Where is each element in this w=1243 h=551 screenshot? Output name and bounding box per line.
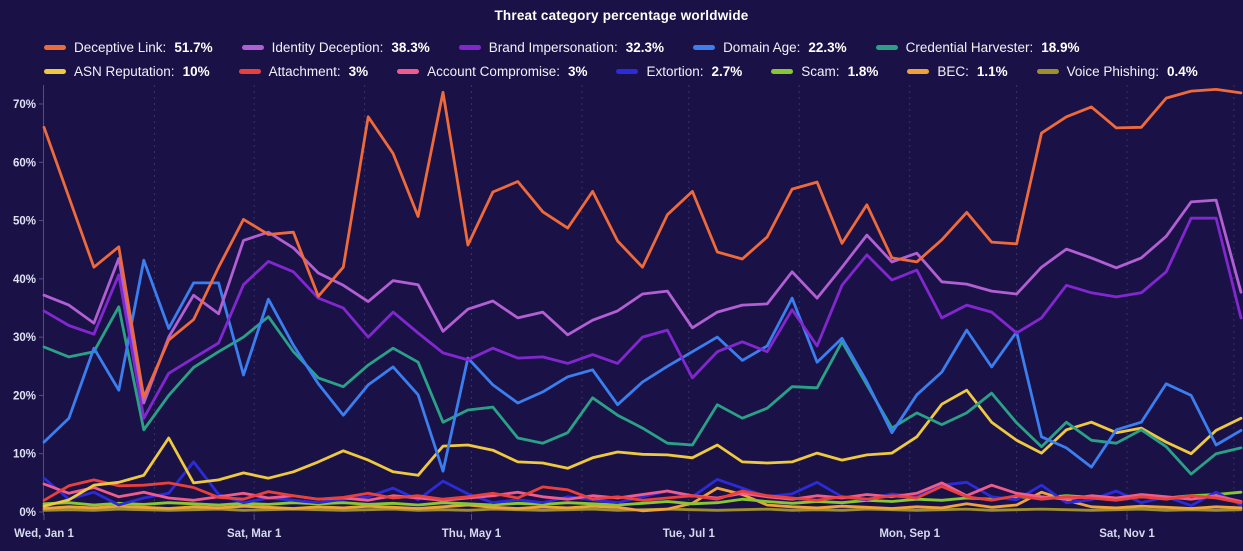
- legend-value: 3%: [348, 63, 369, 79]
- x-axis: Wed, Jan 1 Sat, Mar 1 Thu, May 1 Tue, Jul 1…: [14, 514, 1155, 540]
- series-line-brand-impersonation: [42, 216, 1243, 420]
- series-line-domain-age: [42, 258, 1243, 473]
- legend-label: ASN Reputation:: [74, 63, 175, 79]
- series-line-identity-deception: [42, 198, 1243, 405]
- legend-item-scam[interactable]: Scam: 1.8%: [771, 64, 878, 79]
- legend-label: BEC:: [937, 63, 969, 79]
- y-tick-label: 10%: [13, 449, 36, 461]
- legend-label: Identity Deception:: [271, 39, 384, 55]
- legend-swatch-icon: [875, 44, 898, 50]
- legend-swatch-icon: [238, 68, 261, 74]
- legend-item-brand-impersonation[interactable]: Brand Impersonation: 32.3%: [458, 39, 665, 55]
- legend-label: Voice Phishing:: [1066, 63, 1159, 79]
- legend-value: 10%: [182, 63, 210, 79]
- legend-label: Account Compromise:: [427, 63, 560, 79]
- legend-item-asn-reputation[interactable]: ASN Reputation: 10%: [44, 64, 210, 79]
- series-line-account-compromise: [42, 481, 1243, 503]
- legend-value: 51.7%: [174, 39, 213, 55]
- legend-row-2: ASN Reputation: 10% Attachment: 3% Account…: [44, 60, 1233, 82]
- legend-item-identity-deception[interactable]: Identity Deception: 38.3%: [241, 39, 430, 55]
- legend-swatch-icon: [44, 44, 66, 50]
- legend-label: Attachment:: [268, 63, 341, 79]
- legend-value: 1.1%: [976, 63, 1008, 79]
- legend-item-deceptive-link[interactable]: Deceptive Link: 51.7%: [44, 40, 213, 55]
- legend-item-attachment[interactable]: Attachment: 3%: [238, 63, 369, 79]
- legend-swatch-icon: [693, 44, 716, 50]
- x-tick-label: Tue, Jul 1: [663, 528, 716, 540]
- legend-item-bec[interactable]: BEC: 1.1%: [907, 63, 1008, 79]
- legend-item-account-compromise[interactable]: Account Compromise: 3%: [397, 64, 587, 79]
- legend-value: 18.9%: [1041, 39, 1080, 55]
- y-tick-label: 70%: [13, 99, 36, 111]
- legend-swatch-icon: [458, 44, 481, 50]
- x-tick-label: Sat, Nov 1: [1099, 528, 1155, 540]
- series-line-attachment: [42, 478, 1243, 505]
- legend-item-extortion[interactable]: Extortion: 2.7%: [616, 64, 742, 79]
- chart-title: Threat category percentage worldwide: [494, 8, 749, 23]
- legend-swatch-icon: [771, 68, 794, 74]
- series-lines: [42, 88, 1243, 513]
- legend-value: 3%: [567, 63, 588, 79]
- y-tick-label: 30%: [13, 332, 36, 344]
- legend-value: 2.7%: [711, 63, 743, 79]
- legend-row-1: Deceptive Link: 51.7% Identity Deception:…: [44, 36, 1233, 58]
- y-tick-label: 40%: [13, 274, 36, 286]
- x-tick-label: Sat, Mar 1: [227, 528, 282, 540]
- legend-value: 22.3%: [808, 39, 847, 55]
- legend-value: 32.3%: [625, 39, 665, 55]
- y-tick-label: 20%: [13, 390, 36, 402]
- x-tick-label: Mon, Sep 1: [879, 528, 940, 540]
- legend-swatch-icon: [616, 68, 639, 74]
- y-axis: 0% 10% 20% 30% 40% 50% 60% 70%: [13, 85, 44, 519]
- y-tick-label: 0%: [19, 507, 36, 519]
- series-line-asn-reputation: [42, 388, 1243, 508]
- legend-label: Brand Impersonation:: [488, 39, 618, 55]
- series-line-credential-harvester: [42, 305, 1243, 476]
- legend-item-voice-phishing[interactable]: Voice Phishing: 0.4%: [1036, 63, 1198, 79]
- legend-swatch-icon: [1036, 68, 1059, 74]
- legend-value: 38.3%: [391, 39, 430, 55]
- legend-label: Scam:: [801, 63, 840, 79]
- legend-swatch-icon: [44, 68, 66, 74]
- legend-swatch-icon: [241, 44, 264, 50]
- legend-value: 1.8%: [847, 63, 879, 79]
- legend-value: 0.4%: [1166, 63, 1198, 79]
- legend-item-credential-harvester[interactable]: Credential Harvester: 18.9%: [875, 39, 1080, 55]
- series-line-deceptive-link: [42, 88, 1243, 399]
- legend-label: Deceptive Link:: [74, 39, 167, 55]
- legend-item-domain-age[interactable]: Domain Age: 22.3%: [693, 40, 847, 55]
- legend-swatch-icon: [397, 68, 420, 74]
- y-tick-label: 50%: [13, 216, 36, 228]
- series-line-bec: [42, 486, 1243, 513]
- legend-label: Credential Harvester:: [905, 39, 1034, 55]
- legend-label: Domain Age:: [723, 39, 801, 55]
- x-tick-label: Wed, Jan 1: [14, 528, 74, 540]
- legend-label: Extortion:: [646, 63, 704, 79]
- y-tick-label: 60%: [13, 157, 36, 169]
- legend-swatch-icon: [907, 68, 930, 74]
- series-line-extortion: [42, 460, 1243, 508]
- x-tick-label: Thu, May 1: [442, 528, 502, 540]
